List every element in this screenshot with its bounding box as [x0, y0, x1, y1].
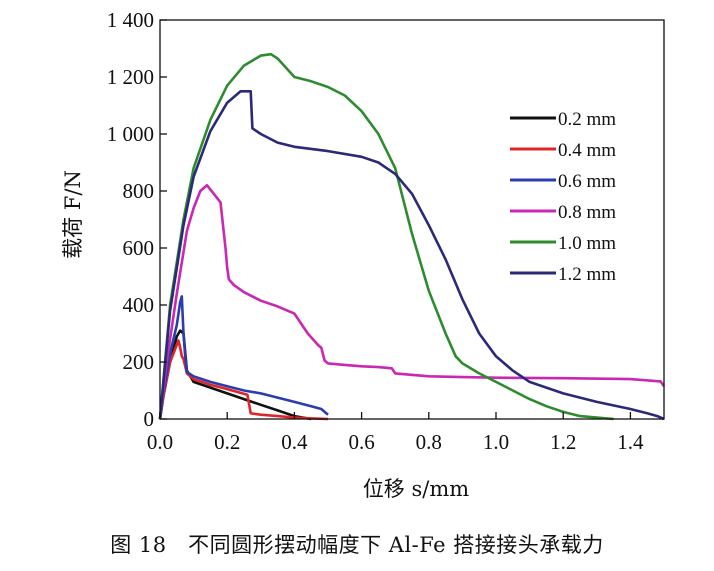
y-tick-label: 600: [123, 236, 155, 260]
legend-label-0p4mm: 0.4 mm: [558, 140, 616, 161]
x-axis-title: 位移 s/mm: [363, 477, 469, 501]
legend-label-0p6mm: 0.6 mm: [558, 171, 616, 192]
series-line-0p6mm: [158, 295, 329, 420]
load-displacement-chart: 0.0 0.2 0.4 0.6 0.8 1.0 1.2 1.4 0 200 400 600 800 1 …: [61, 8, 666, 501]
series-line-0p2mm: [158, 329, 312, 421]
series-line-1p0mm: [158, 52, 614, 421]
x-tick-label: 1.4: [617, 430, 644, 454]
series-lines: [158, 52, 666, 421]
y-tick-label: 200: [123, 350, 155, 374]
y-axis-title: 载荷 F/N: [61, 170, 85, 259]
x-tick-label: 0.4: [281, 430, 308, 454]
series-line-0p4mm: [158, 339, 329, 421]
x-tick-label: 1.2: [550, 430, 576, 454]
plot-frame: [159, 19, 665, 420]
legend: 0.2 mm 0.4 mm 0.6 mm 0.8 mm 1.0 mm 1.2 mm: [510, 109, 616, 285]
x-tick-label: 1.0: [483, 430, 509, 454]
x-tick-labels: 0.0 0.2 0.4 0.6 0.8 1.0 1.2 1.4: [147, 430, 644, 454]
x-tick-label: 0.6: [348, 430, 374, 454]
series-line-0p8mm: [158, 184, 666, 420]
y-tick-label: 800: [123, 179, 155, 203]
legend-label-1p0mm: 1.0 mm: [558, 233, 616, 254]
legend-label-0p2mm: 0.2 mm: [558, 109, 616, 130]
y-tick-label: 1 200: [107, 65, 154, 89]
x-tick-label: 0.0: [147, 430, 173, 454]
figure-caption: 图 18 不同圆形摆动幅度下 Al-Fe 搭接接头承载力: [110, 533, 604, 557]
y-tick-label: 1 000: [107, 122, 154, 146]
y-tick-label: 400: [123, 293, 155, 317]
y-tick-labels: 0 200 400 600 800 1 000 1 200 1 400: [107, 8, 154, 431]
x-tick-label: 0.2: [214, 430, 240, 454]
y-tick-label: 0: [144, 407, 155, 431]
y-tick-label: 1 400: [107, 8, 154, 32]
axis-ticks: [159, 19, 632, 420]
legend-label-0p8mm: 0.8 mm: [558, 202, 616, 223]
series-line-1p2mm: [158, 90, 665, 421]
x-tick-label: 0.8: [416, 430, 442, 454]
legend-label-1p2mm: 1.2 mm: [558, 264, 616, 285]
